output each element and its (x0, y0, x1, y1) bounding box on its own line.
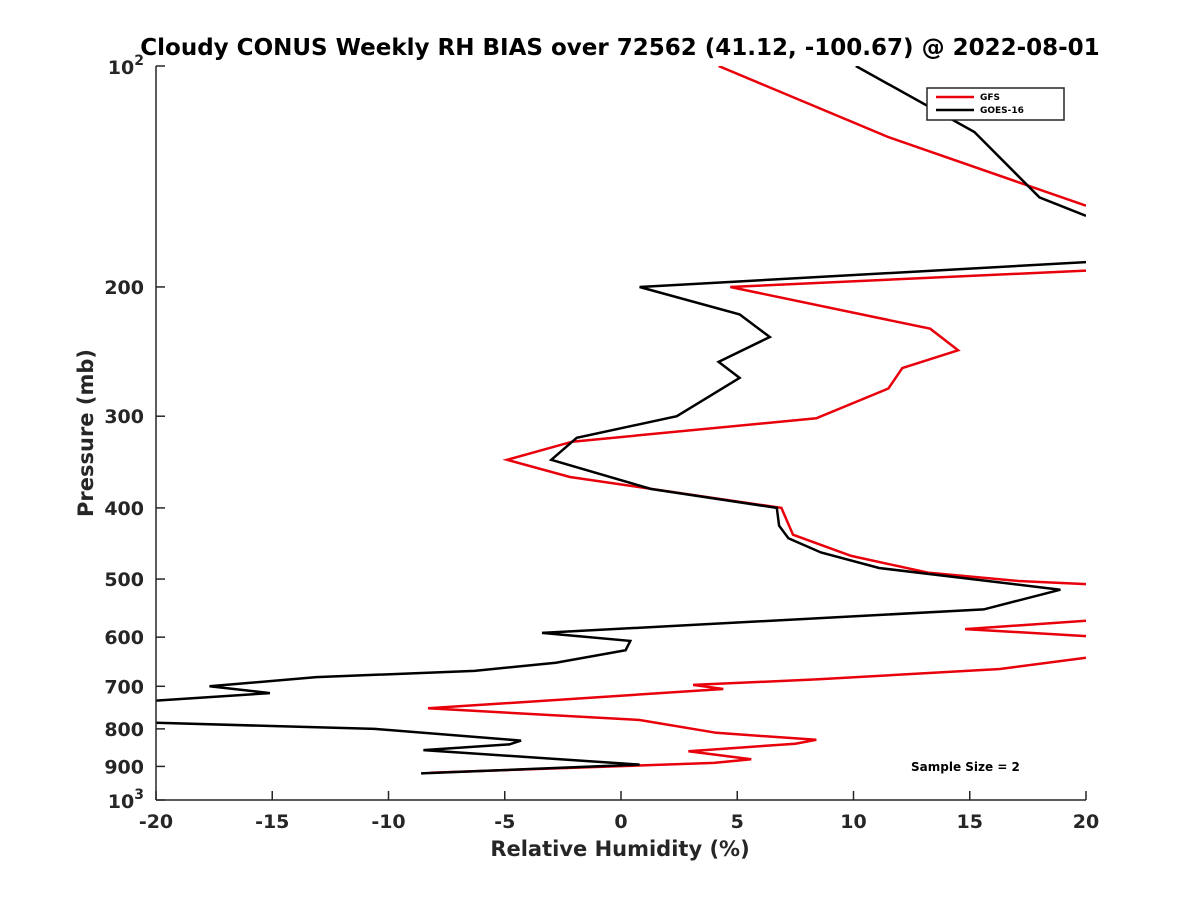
chart-title: Cloudy CONUS Weekly RH BIAS over 72562 (… (140, 35, 1099, 61)
x-axis-label: Relative Humidity (%) (490, 837, 749, 861)
y-tick-label: 400 (104, 498, 144, 520)
x-tick-label: -20 (139, 811, 173, 833)
x-tick-label: -15 (255, 811, 289, 833)
series-line-gfs (427, 66, 1086, 774)
sample-size-annotation: Sample Size = 2 (911, 760, 1020, 774)
y-tick-label: 300 (104, 406, 144, 428)
y-tick-label: 500 (104, 569, 144, 591)
legend-box (926, 87, 1065, 121)
y-ticks: 102 200 300 400 500 600 700 800 900 103 (104, 53, 165, 813)
x-tick-label: 10 (840, 811, 866, 833)
x-tick-label: 15 (957, 811, 983, 833)
y-tick-label: 700 (104, 676, 144, 698)
series-line-goes16 (156, 66, 1086, 775)
y-tick-label: 900 (104, 756, 144, 778)
plot-area (156, 66, 1086, 800)
y-tick-label: 200 (104, 277, 144, 299)
legend: GFS GOES-16 (926, 87, 1065, 121)
x-ticks: -20 -15 -10 -5 0 5 10 15 20 (139, 791, 1099, 833)
x-tick-label: 5 (731, 811, 744, 833)
x-tick-label: 20 (1073, 811, 1099, 833)
y-tick-label: 103 (108, 787, 144, 813)
y-axis-label: Pressure (mb) (74, 349, 98, 517)
x-tick-label: -10 (371, 811, 405, 833)
x-tick-label: 0 (614, 811, 627, 833)
series-layer (156, 66, 1086, 775)
x-tick-label: -5 (494, 811, 515, 833)
y-tick-label: 600 (104, 627, 144, 649)
legend-label-goes16: GOES-16 (980, 106, 1024, 116)
legend-label-gfs: GFS (980, 93, 1000, 103)
y-tick-label: 800 (104, 719, 144, 741)
y-tick-label: 102 (108, 53, 144, 79)
